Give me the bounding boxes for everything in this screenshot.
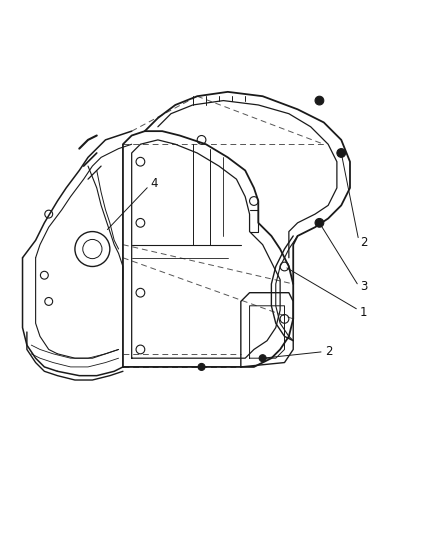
Text: 4: 4 (150, 177, 158, 190)
Text: 2: 2 (360, 236, 367, 249)
Circle shape (315, 96, 324, 105)
Circle shape (337, 149, 346, 157)
Circle shape (259, 354, 266, 362)
Text: 3: 3 (360, 280, 367, 293)
Circle shape (198, 364, 205, 370)
Circle shape (315, 219, 324, 227)
Text: 1: 1 (360, 306, 367, 319)
Text: 2: 2 (325, 345, 332, 358)
